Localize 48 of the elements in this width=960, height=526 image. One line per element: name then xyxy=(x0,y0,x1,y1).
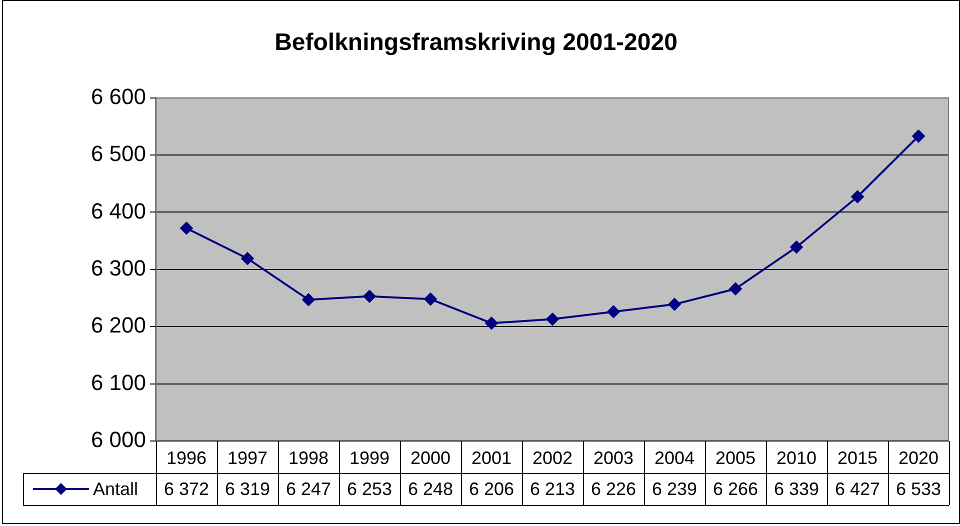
y-tick-label: 6 300 xyxy=(90,255,146,280)
y-tick-label: 6 400 xyxy=(90,198,146,224)
data-label: 6 248 xyxy=(408,478,454,499)
point xyxy=(729,282,742,296)
chart-title: Befolkningsframskriving 2001-2020 xyxy=(274,29,678,56)
data-label: 6 339 xyxy=(774,478,820,499)
data-label: 6 213 xyxy=(530,478,576,499)
x-tick-label: 2002 xyxy=(532,448,573,468)
y-tick-label: 6 000 xyxy=(90,427,146,452)
point xyxy=(180,222,193,235)
point xyxy=(790,240,803,254)
data-label: 6 372 xyxy=(164,478,210,499)
point xyxy=(607,305,620,318)
data-label: 6 239 xyxy=(652,478,698,499)
y-tick-label: 6 600 xyxy=(90,84,146,109)
x-tick-label: 2005 xyxy=(715,448,756,468)
x-tick-label: 2003 xyxy=(593,448,634,468)
point xyxy=(912,130,925,143)
data-label: 6 533 xyxy=(896,478,942,499)
legend-label: Antall xyxy=(93,478,138,499)
x-tick-label: 2015 xyxy=(837,448,878,468)
x-tick-label: 2004 xyxy=(654,448,695,468)
data-label: 6 226 xyxy=(590,478,636,499)
y-tick-label: 6 100 xyxy=(90,370,146,395)
data-label: 6 427 xyxy=(834,478,880,499)
point xyxy=(668,298,681,311)
x-tick-label: 1998 xyxy=(288,448,329,468)
data-label: 6 253 xyxy=(346,478,392,499)
y-tick-label: 6 500 xyxy=(90,141,146,166)
data-label: 6 206 xyxy=(468,478,514,499)
point xyxy=(363,290,376,303)
x-tick-label: 1999 xyxy=(349,448,390,468)
point xyxy=(485,316,498,330)
x-tick-label: 1997 xyxy=(227,448,268,468)
point xyxy=(546,312,559,326)
x-tick-label: 2000 xyxy=(410,448,451,468)
x-tick-label: 1996 xyxy=(166,448,207,468)
x-tick-label: 2010 xyxy=(776,448,817,468)
data-label: 6 247 xyxy=(286,478,332,499)
point xyxy=(241,252,254,266)
point xyxy=(424,292,437,306)
x-tick-label: 2001 xyxy=(471,448,512,468)
point xyxy=(302,293,315,306)
data-label: 6 319 xyxy=(224,478,270,499)
point xyxy=(851,190,864,204)
x-tick-label: 2020 xyxy=(898,448,939,468)
data-label: 6 266 xyxy=(712,478,758,499)
y-tick-label: 6 200 xyxy=(90,312,146,338)
